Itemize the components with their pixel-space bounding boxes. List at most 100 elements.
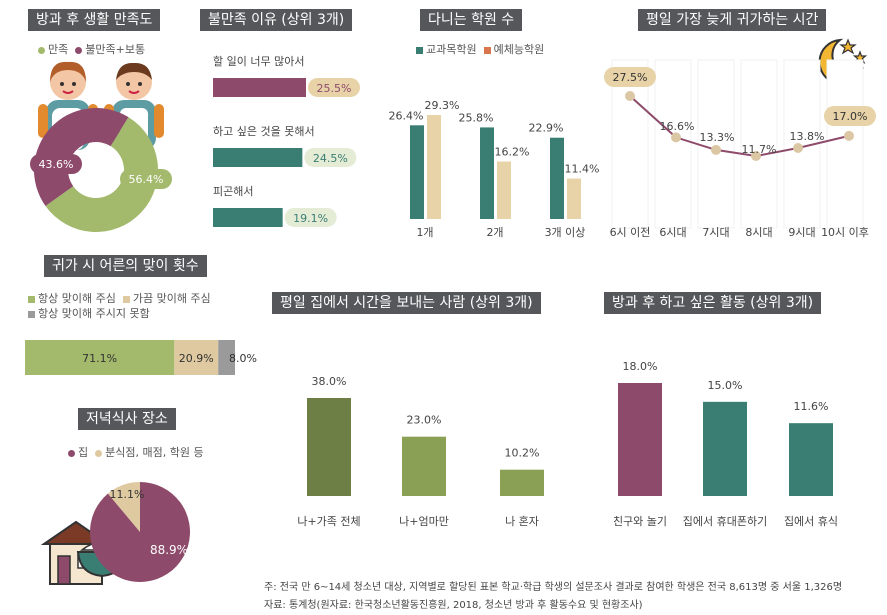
whom-value: 38.0% bbox=[312, 375, 347, 388]
legend-dot bbox=[38, 46, 45, 54]
time-value: 11.7% bbox=[742, 143, 777, 156]
academy-value: 22.9% bbox=[529, 122, 564, 135]
dinner-value: 88.9% bbox=[150, 543, 188, 557]
legend-swatch bbox=[28, 295, 35, 303]
reason-bar bbox=[213, 78, 306, 97]
greeting-segment bbox=[174, 340, 219, 375]
wish-bar bbox=[789, 423, 833, 496]
whom-bar bbox=[402, 436, 446, 496]
time-value: 13.3% bbox=[700, 131, 735, 144]
reason-label: 피곤해서 bbox=[213, 184, 253, 198]
legend-swatch bbox=[483, 46, 491, 54]
whom-category: 나+가족 전체 bbox=[297, 515, 360, 528]
academy-value: 29.3% bbox=[425, 99, 460, 112]
wish-bar bbox=[618, 383, 662, 496]
academy-value: 25.8% bbox=[459, 111, 494, 124]
academy-value: 11.4% bbox=[565, 163, 600, 176]
time-point bbox=[711, 144, 721, 155]
legend-swatch bbox=[122, 295, 130, 303]
reason-value: 24.5% bbox=[313, 152, 348, 165]
academy-category: 3개 이상 bbox=[545, 226, 586, 239]
wish-value: 11.6% bbox=[794, 400, 829, 413]
academy-legend: 교과목학원 예체능학원 bbox=[416, 41, 544, 57]
time-point bbox=[671, 132, 681, 143]
greeting-title: 귀가 시 어른의 맞이 횟수 bbox=[44, 255, 207, 277]
reason-pill bbox=[284, 208, 337, 227]
time-value: 27.5% bbox=[613, 71, 648, 84]
time-point bbox=[625, 91, 635, 101]
academy-bar bbox=[550, 137, 564, 219]
time-category: 8시대 bbox=[745, 226, 772, 239]
satisfaction-title: 방과 후 생활 만족도 bbox=[28, 9, 161, 31]
reason-label: 할 일이 너무 많아서 bbox=[213, 54, 304, 68]
time-category: 10시 이후 bbox=[821, 226, 869, 239]
time-column bbox=[697, 59, 735, 229]
reason-pill bbox=[308, 78, 360, 97]
return-time-title: 평일 가장 늦게 귀가하는 시간 bbox=[638, 9, 827, 31]
legend-label: 예체능학원 bbox=[493, 43, 545, 56]
legend-label: 만족 bbox=[48, 43, 69, 56]
dinner-value: 11.1% bbox=[110, 488, 145, 501]
legend-swatch bbox=[28, 310, 35, 318]
legend-dot bbox=[68, 449, 75, 457]
time-point bbox=[751, 151, 761, 161]
dinner-title: 저녁식사 장소 bbox=[78, 408, 176, 430]
greeting-value: 20.9% bbox=[179, 352, 214, 365]
time-line bbox=[629, 95, 850, 158]
time-category: 6시 이전 bbox=[610, 226, 651, 239]
academy-bar bbox=[497, 161, 511, 219]
wish-value: 15.0% bbox=[708, 379, 743, 392]
academy-title: 다니는 학원 수 bbox=[420, 9, 523, 31]
time-value: 17.0% bbox=[833, 110, 868, 123]
whom-value: 10.2% bbox=[505, 447, 540, 460]
legend-dot bbox=[75, 46, 83, 54]
wish-value: 18.0% bbox=[623, 360, 658, 373]
time-value: 13.8% bbox=[790, 130, 825, 143]
legend-label: 불만족+보통 bbox=[85, 43, 146, 56]
legend-label: 집 bbox=[78, 446, 89, 459]
time-value-pill bbox=[604, 67, 656, 87]
academy-bar bbox=[567, 178, 581, 219]
dinner-slice bbox=[107, 482, 140, 532]
time-category: 6시대 bbox=[659, 226, 686, 239]
time-point bbox=[793, 143, 803, 154]
legend-label: 항상 맞이해 주시지 못함 bbox=[38, 307, 150, 320]
time-category: 9시대 bbox=[788, 226, 815, 239]
legend-label: 가끔 맞이해 주심 bbox=[132, 292, 211, 305]
time-column bbox=[611, 59, 649, 229]
time-value: 16.6% bbox=[660, 120, 695, 133]
greeting-segment bbox=[218, 340, 235, 375]
time-column bbox=[826, 59, 864, 229]
footnote-line-1: 주: 전국 만 6~14세 청소년 대상, 지역별로 할당된 표본 학교·학급 … bbox=[264, 582, 843, 593]
time-point bbox=[844, 130, 854, 141]
wish-category: 친구와 놀기 bbox=[613, 515, 667, 528]
greeting-value: 71.1% bbox=[82, 352, 117, 365]
donut-label: 43.6% bbox=[39, 158, 74, 171]
donut-slice bbox=[45, 117, 159, 233]
academy-bar bbox=[427, 115, 441, 219]
wish-bar bbox=[703, 401, 747, 496]
donut-slice bbox=[34, 108, 129, 206]
legend-swatch bbox=[416, 46, 423, 54]
whom-value: 23.0% bbox=[407, 414, 442, 427]
legend-label: 분식점, 매점, 학원 등 bbox=[105, 446, 204, 459]
whom-bar bbox=[307, 398, 351, 496]
time-column bbox=[654, 59, 692, 229]
reason-value: 25.5% bbox=[317, 82, 352, 95]
academy-value: 16.2% bbox=[495, 145, 530, 158]
wish-category: 집에서 휴식 bbox=[784, 515, 838, 528]
time-value-pill bbox=[824, 106, 876, 126]
academy-bar bbox=[410, 125, 424, 219]
academy-category: 2개 bbox=[486, 226, 503, 239]
reason-bar bbox=[213, 208, 283, 227]
academy-bar bbox=[480, 127, 494, 219]
whom-bar bbox=[500, 469, 544, 496]
reason-label: 하고 싶은 것을 못해서 bbox=[213, 124, 315, 138]
wish-category: 집에서 휴대폰하기 bbox=[683, 514, 767, 528]
dinner-slice bbox=[90, 481, 191, 582]
greeting-value: 8.0% bbox=[229, 352, 257, 365]
whom-category: 나 혼자 bbox=[505, 515, 539, 528]
reason-bar bbox=[213, 148, 303, 167]
greeting-segment bbox=[25, 340, 175, 375]
